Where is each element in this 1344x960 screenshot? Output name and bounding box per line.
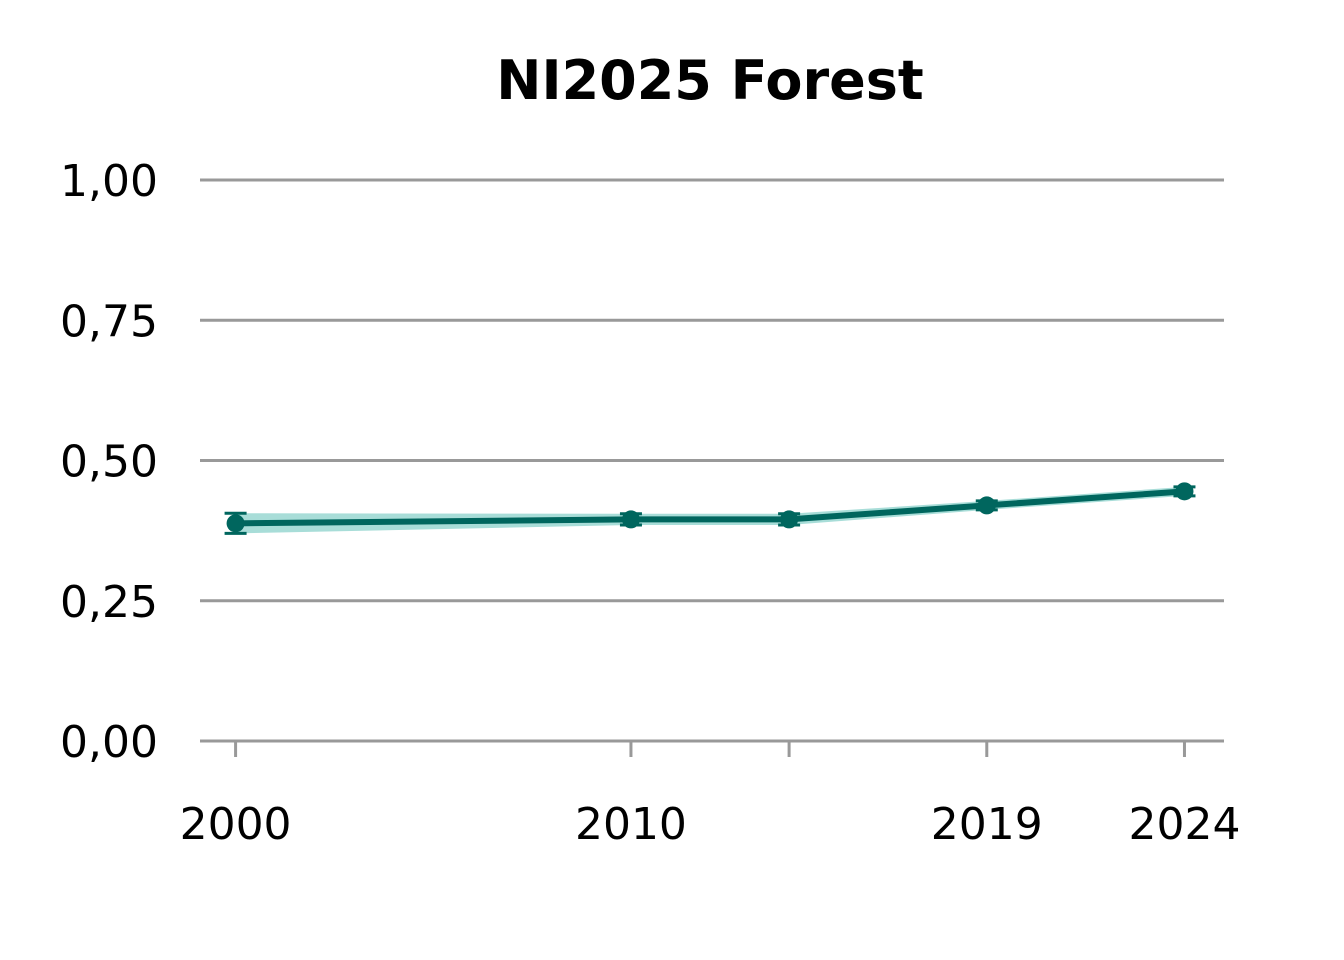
y-tick-label: 0,00 [60,717,158,768]
y-tick-label: 1,00 [60,156,158,207]
x-axis: 2000 2010 2019 2024 [180,741,1240,850]
y-tick-label: 0,50 [60,437,158,488]
plot-area [224,482,1196,535]
y-axis: 0,00 0,25 0,50 0,75 1,00 [60,156,158,768]
y-tick-label: 0,25 [60,577,158,628]
confidence-band [235,486,1185,534]
x-tick-label: 2024 [1128,799,1240,850]
chart-title: NI2025 Forest [496,49,923,112]
x-tick-label: 2019 [931,799,1043,850]
data-point [977,496,996,515]
data-point [226,514,245,533]
y-tick-label: 0,75 [60,296,158,347]
data-point [1175,482,1194,501]
x-tick-label: 2010 [575,799,687,850]
x-tick-label: 2000 [180,799,292,850]
grid [200,178,1224,743]
data-point [780,510,799,529]
data-point [621,510,640,529]
